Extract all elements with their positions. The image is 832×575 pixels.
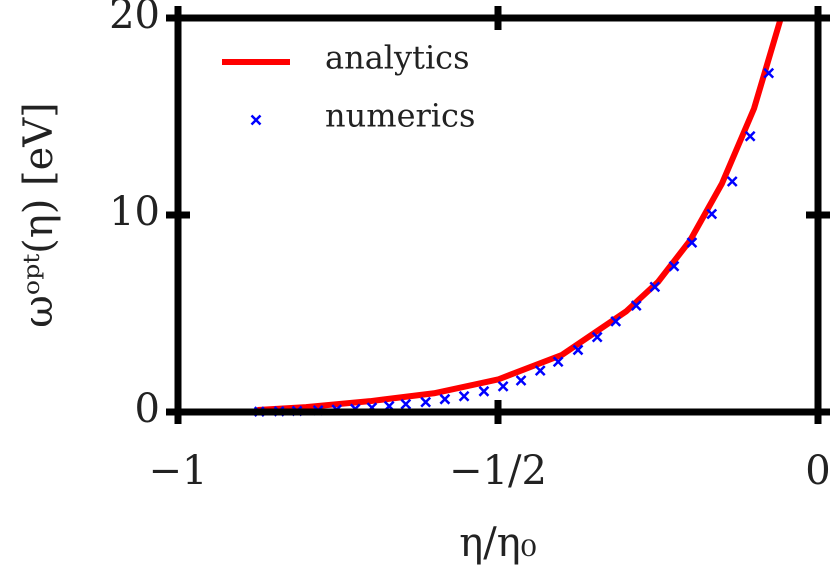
numerics-marker — [534, 365, 546, 377]
analytics-line — [257, 17, 784, 414]
numerics-marker — [591, 331, 603, 343]
y-tick-label: 20 — [109, 0, 160, 38]
numerics-marker — [706, 208, 718, 220]
y-tick-label: 10 — [109, 189, 160, 235]
x-tick-label: 0 — [805, 448, 830, 494]
legend-label: analytics — [325, 39, 470, 77]
x-tick-label: −1/2 — [449, 448, 547, 494]
numerics-marker — [686, 237, 698, 248]
numerics-marker — [552, 356, 564, 368]
x-tick-label: −1 — [149, 448, 208, 494]
plot-frame — [174, 14, 822, 416]
numerics-marker — [630, 300, 642, 312]
legend-marker — [250, 114, 262, 126]
numerics-marker — [458, 390, 470, 402]
numerics-marker — [668, 260, 680, 272]
numerics-marker — [726, 176, 738, 187]
numerics-marker — [572, 344, 584, 356]
numerics-marker — [649, 281, 661, 293]
numerics-marker — [763, 67, 775, 79]
numerics-marker — [610, 315, 622, 327]
x-axis-label: η/η₀ — [459, 520, 536, 566]
y-tick-label: 0 — [135, 386, 160, 432]
legend-label: numerics — [325, 97, 475, 135]
numerics-marker — [744, 130, 756, 142]
numerics-marker — [439, 393, 451, 405]
numerics-marker — [478, 385, 490, 397]
numerics-marker — [400, 398, 412, 410]
numerics-marker — [515, 375, 527, 386]
numerics-marker — [497, 381, 509, 392]
numerics-marker — [420, 396, 432, 408]
y-axis-label: ωᵒᵖᵗ(η) [eV] — [16, 102, 62, 328]
